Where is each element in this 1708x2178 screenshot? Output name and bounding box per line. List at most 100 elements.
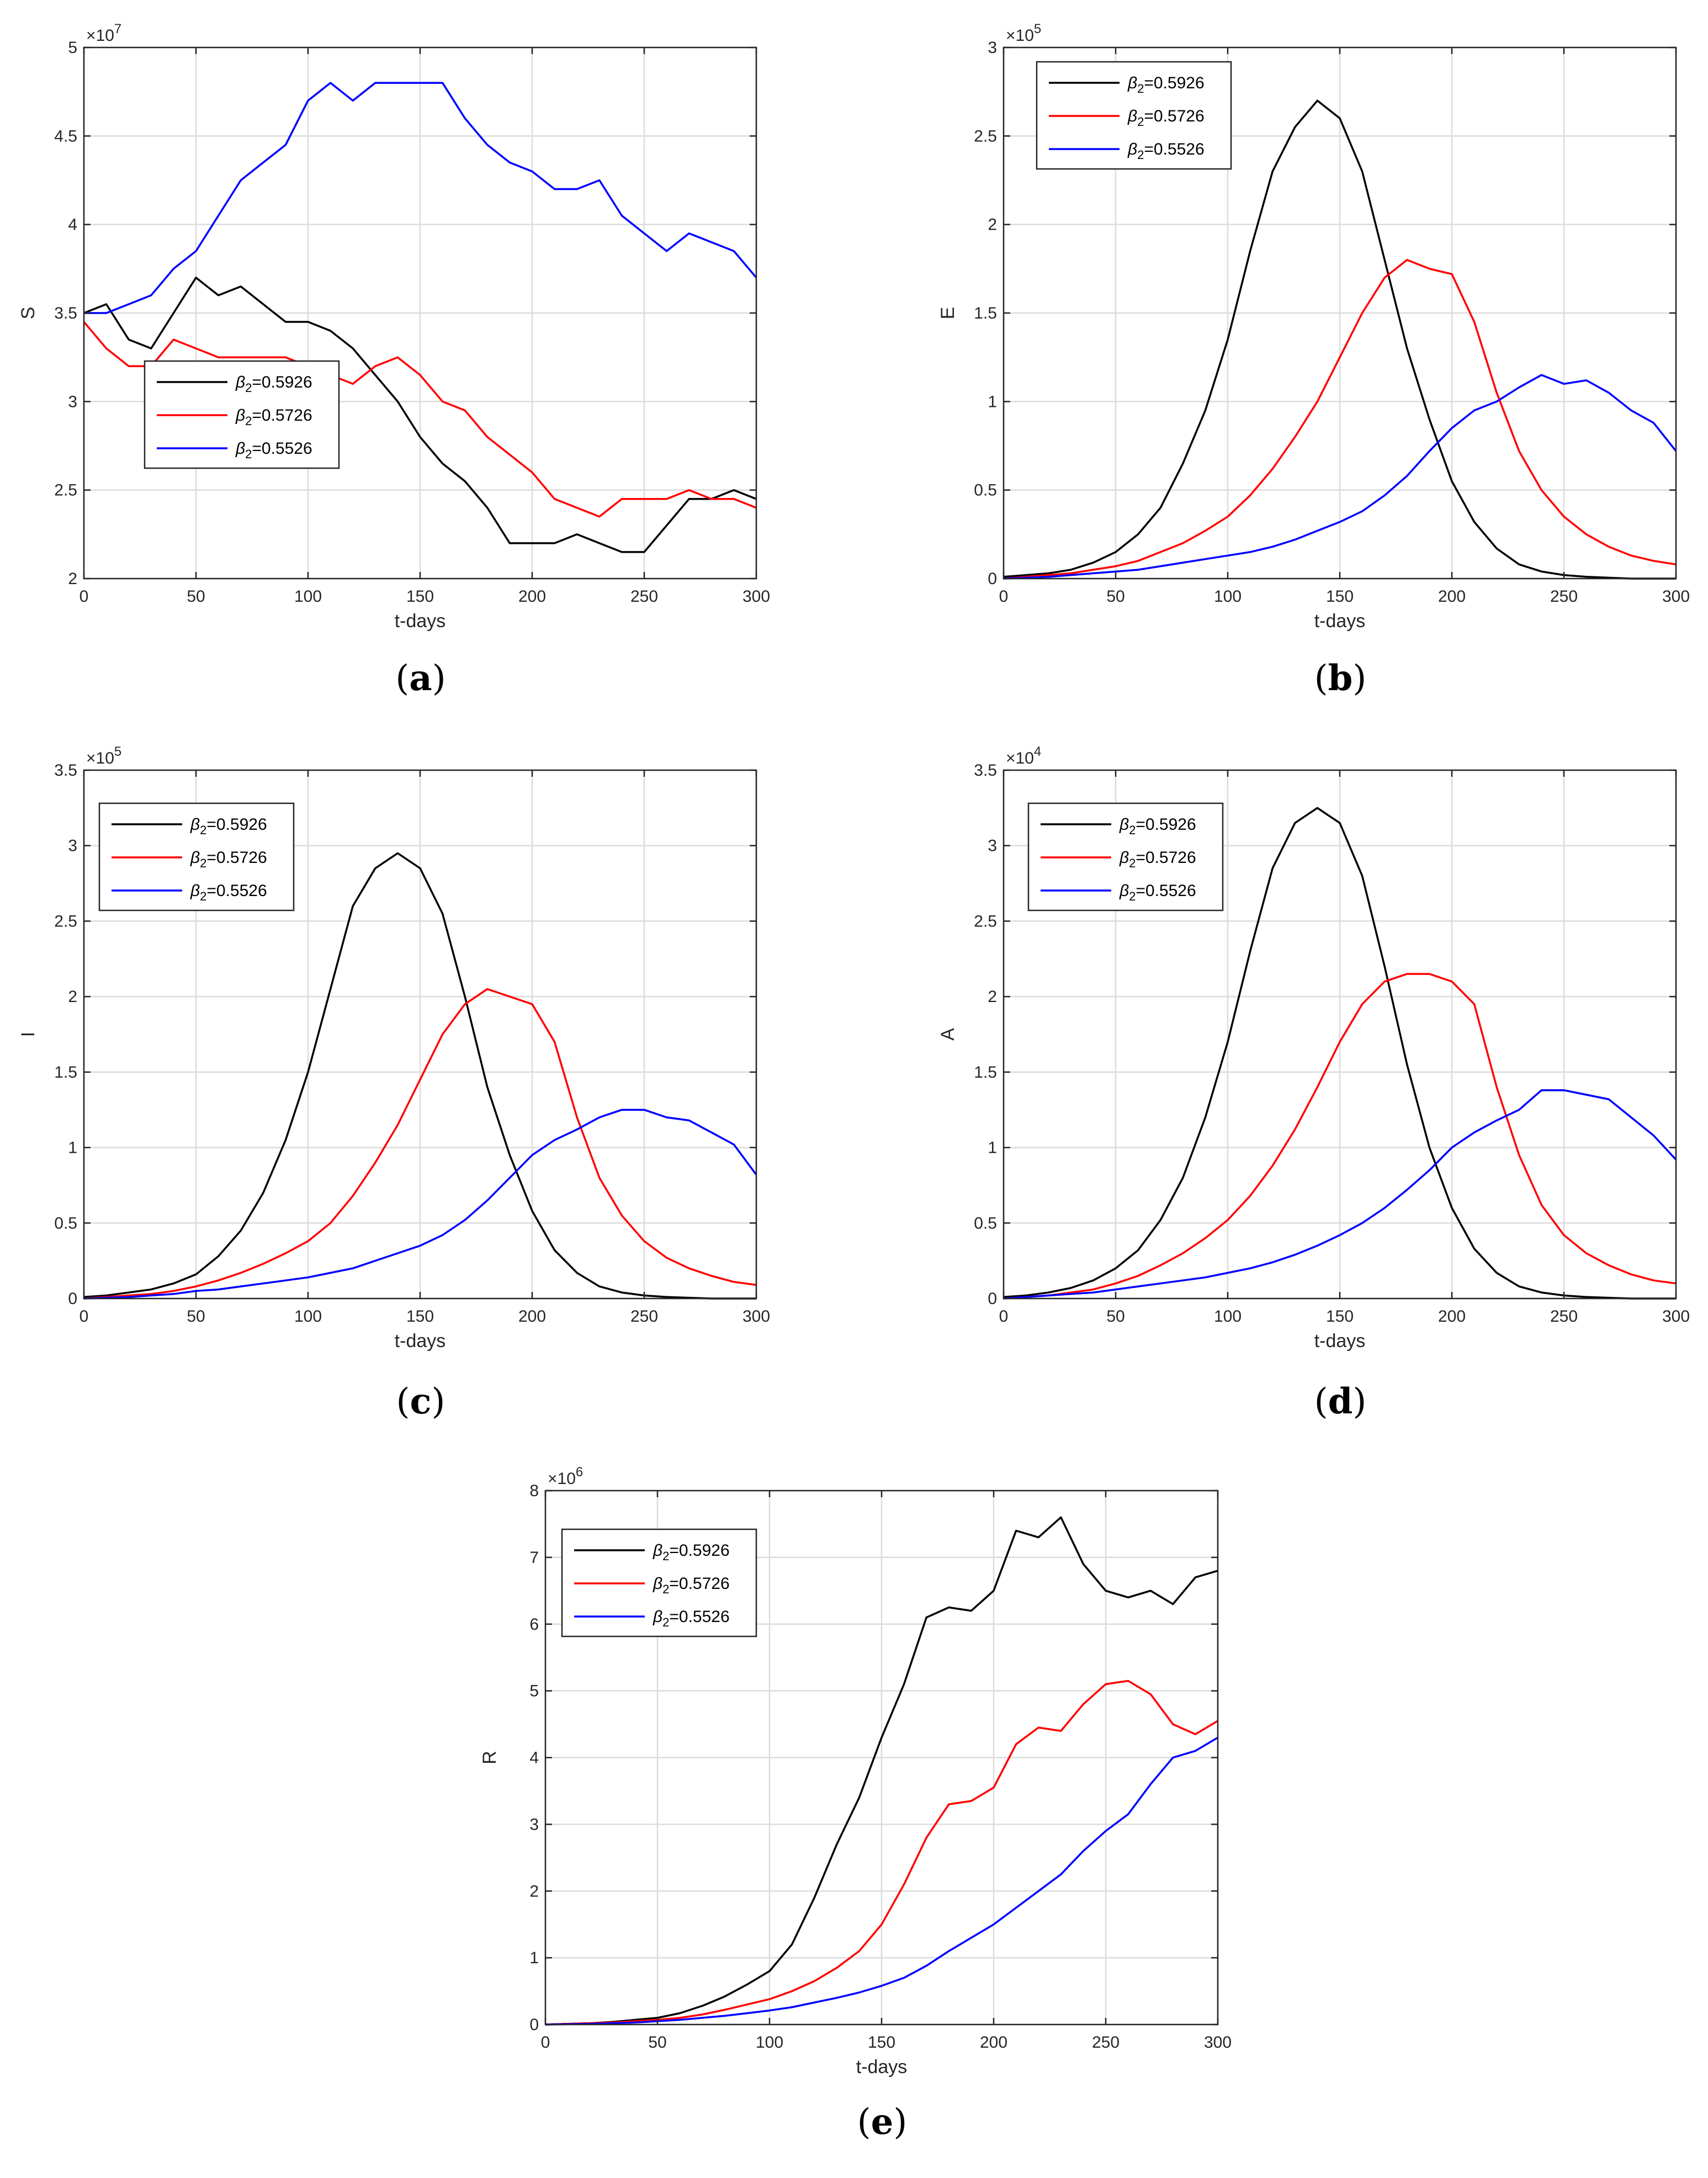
- caption-paren-open: (: [857, 2102, 871, 2143]
- legend-entry-label: β2=0.5726: [1119, 849, 1196, 870]
- x-tick-label: 100: [756, 2033, 783, 2052]
- y-axis-label: I: [18, 1032, 39, 1037]
- legend-entry-label: β2=0.5926: [190, 815, 267, 837]
- y-tick-label: 3.5: [54, 304, 77, 322]
- legend-value: =0.5526: [206, 882, 267, 900]
- y-tick-label: 3: [988, 837, 997, 855]
- legend-subscript: 2: [245, 447, 252, 461]
- x-tick-label: 100: [1214, 1307, 1242, 1326]
- exponent-power: 4: [1034, 744, 1041, 759]
- x-tick-label: 250: [630, 587, 658, 606]
- legend-value: =0.5926: [252, 373, 312, 391]
- legend-subscript: 2: [1129, 823, 1136, 837]
- series-line-2: [83, 988, 757, 1300]
- y-tick-label: 2.5: [54, 912, 77, 930]
- y-tick-label: 0.5: [54, 1214, 77, 1232]
- legend-entry-label: β2=0.5526: [235, 439, 312, 461]
- legend-beta: β: [653, 1541, 662, 1560]
- y-tick-label: 0: [988, 570, 997, 588]
- y-axis-label: R: [479, 1751, 500, 1764]
- y-tick-label: 1.5: [54, 1063, 77, 1082]
- legend-beta: β: [1119, 815, 1129, 834]
- legend-value: =0.5726: [669, 1575, 729, 1593]
- caption-paren-close: ): [431, 1381, 445, 1422]
- legend-entry-label: β2=0.5526: [1127, 140, 1205, 162]
- panel-caption: (b): [1314, 658, 1367, 699]
- legend-beta: β: [235, 439, 245, 458]
- x-tick-label: 200: [1438, 1307, 1466, 1326]
- x-tick-label: 50: [187, 1307, 205, 1326]
- y-tick-label: 2: [68, 570, 77, 588]
- y-tick-label: 3: [68, 393, 77, 411]
- y-tick-label: 2.5: [54, 481, 77, 500]
- caption-paren-open: (: [395, 658, 409, 699]
- y-axis-label: S: [18, 307, 39, 320]
- caption-paren-close: ): [432, 658, 446, 699]
- y-tick-label: 5: [529, 1682, 539, 1700]
- legend-entry-label: β2=0.5526: [1119, 882, 1196, 903]
- y-tick-label: 7: [529, 1549, 539, 1567]
- exponent-power: 5: [1034, 22, 1041, 36]
- y-tick-label: 3: [988, 39, 997, 57]
- exponent-power: 5: [114, 744, 121, 759]
- caption-paren-close: ): [1352, 1381, 1366, 1422]
- legend-entry-label: β2=0.5726: [653, 1575, 730, 1596]
- series-line-2: [83, 321, 757, 518]
- legend-subscript: 2: [1137, 82, 1144, 96]
- x-tick-label: 300: [1662, 1307, 1690, 1326]
- x-axis-label: t-days: [395, 1331, 446, 1352]
- x-tick-label: 50: [648, 2033, 666, 2052]
- panel-caption: (c): [396, 1381, 445, 1422]
- legend-value: =0.5726: [252, 406, 312, 425]
- legend-beta: β: [1119, 849, 1129, 867]
- y-tick-label: 2.5: [974, 127, 997, 145]
- legend-subscript: 2: [245, 381, 252, 395]
- legend-value: =0.5526: [1136, 882, 1196, 900]
- exponent-base: ×10: [1006, 749, 1034, 767]
- exponent-base: ×10: [548, 1470, 576, 1488]
- y-exponent-label: ×106: [548, 1465, 583, 1488]
- panel-caption: (a): [395, 658, 445, 699]
- legend-subscript: 2: [200, 823, 206, 837]
- y-axis-label: A: [937, 1028, 958, 1041]
- legend-value: =0.5526: [1144, 140, 1204, 158]
- x-tick-label: 0: [999, 587, 1009, 606]
- x-tick-label: 150: [1326, 1307, 1354, 1326]
- x-tick-label: 150: [406, 1307, 434, 1326]
- x-tick-label: 0: [79, 1307, 89, 1326]
- legend-beta: β: [653, 1575, 662, 1593]
- x-tick-label: 200: [1438, 587, 1466, 606]
- chart-panel-e: 0 50 100 150 200 250 300012345678×106t-daysRβ2…: [479, 1465, 1232, 2143]
- y-tick-label: 4: [529, 1749, 539, 1767]
- legend-beta: β: [190, 882, 200, 900]
- series-line-1: [83, 277, 757, 553]
- x-tick-label: 300: [1204, 2033, 1232, 2052]
- y-tick-label: 2: [529, 1882, 539, 1900]
- legend-subscript: 2: [1129, 889, 1136, 903]
- legend-subscript: 2: [662, 1549, 669, 1563]
- x-tick-label: 150: [406, 587, 434, 606]
- x-tick-label: 50: [1106, 587, 1124, 606]
- legend-subscript: 2: [662, 1582, 669, 1596]
- exponent-power: 7: [114, 22, 121, 36]
- y-tick-label: 3: [529, 1815, 539, 1833]
- chart-panel-c: 0 50 100 150 200 250 300 0 0.5 1 1.5 2 2.5 3 3.5 ×105 t-…: [18, 744, 770, 1422]
- legend-entry-label: β2=0.5726: [190, 849, 267, 870]
- caption-letter: d: [1328, 1381, 1353, 1422]
- y-tick-label: 0.5: [974, 481, 997, 500]
- y-tick-label: 0: [68, 1290, 77, 1308]
- y-tick-label: 2: [988, 216, 997, 234]
- caption-letter: b: [1328, 658, 1353, 699]
- y-tick-label: 5: [68, 39, 77, 57]
- x-tick-label: 300: [742, 1307, 770, 1326]
- x-tick-label: 200: [980, 2033, 1007, 2052]
- chart-panel-d: 0 50 100 150 200 250 300 0 0.5 1 1.5 2 2.5 3 3.5 ×104 t-…: [937, 744, 1690, 1422]
- legend-subscript: 2: [200, 889, 206, 903]
- y-tick-label: 1: [988, 393, 997, 411]
- chart-panel-b: 0 50 100 150 200 250 300 0 0.5 1 1.5 2 2.5 3 ×105 t-day…: [937, 22, 1690, 699]
- y-tick-label: 1.5: [974, 1063, 997, 1082]
- legend-subscript: 2: [662, 1615, 669, 1629]
